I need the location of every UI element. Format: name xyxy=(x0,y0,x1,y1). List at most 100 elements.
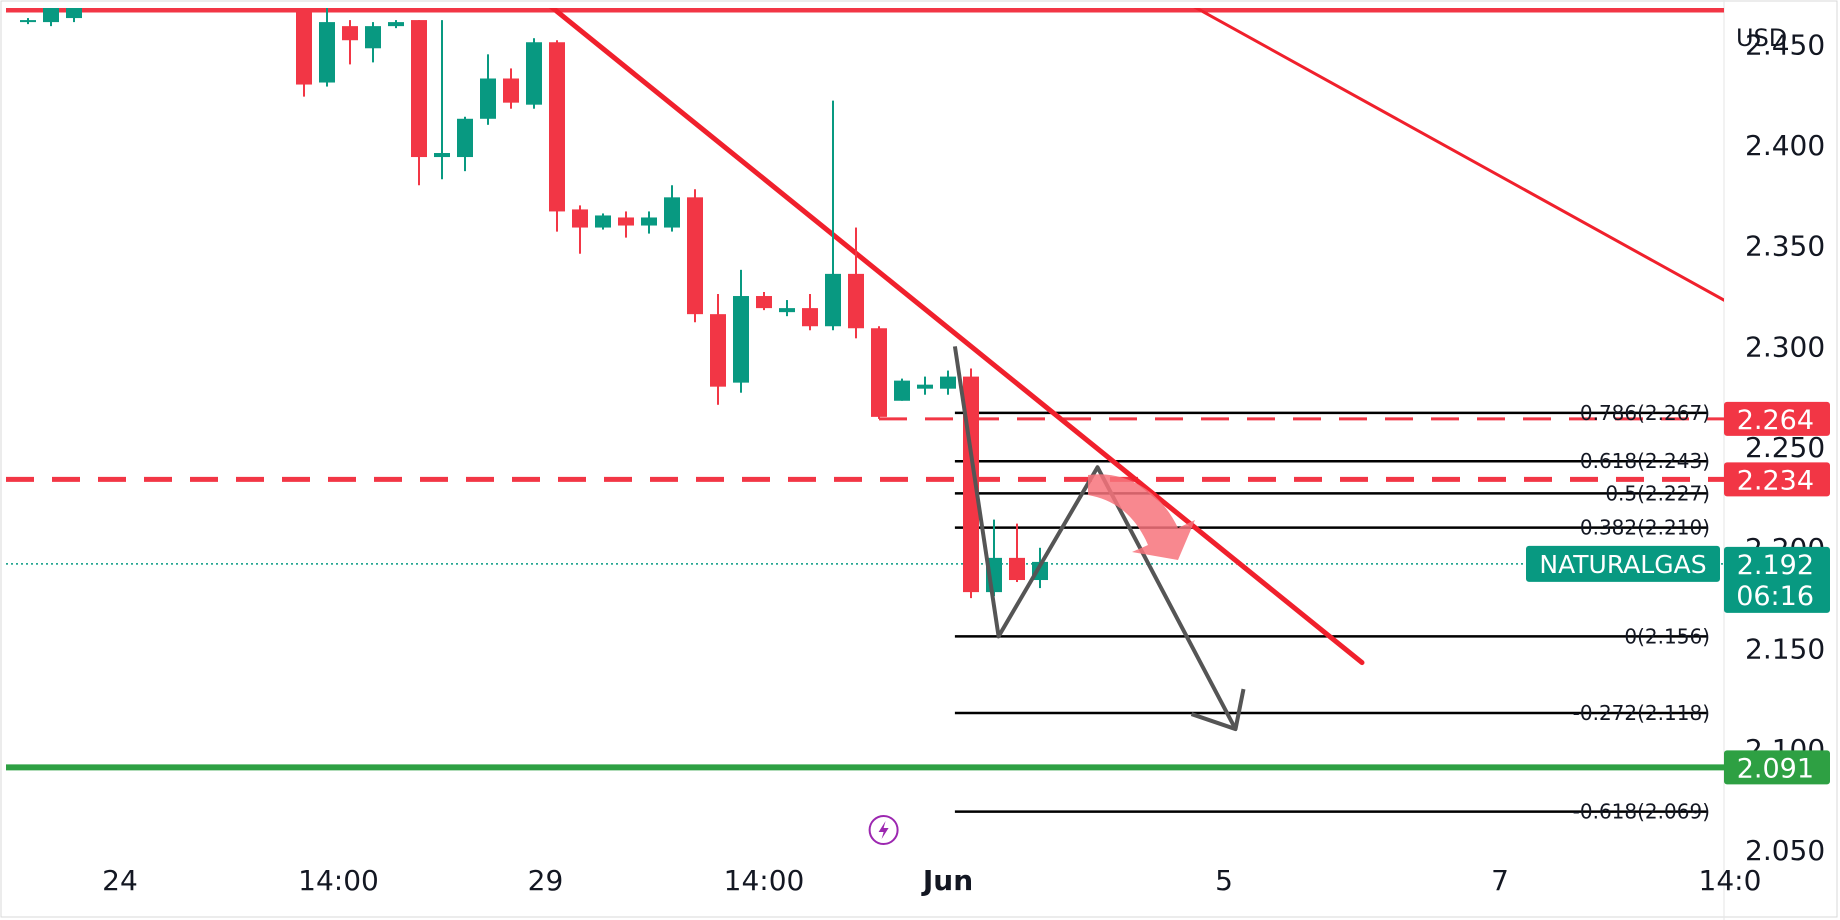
candle-body xyxy=(365,26,381,49)
lightning-icon[interactable] xyxy=(868,815,899,845)
candle[interactable] xyxy=(1009,523,1025,583)
candle-body xyxy=(595,215,611,228)
candle[interactable] xyxy=(664,185,680,232)
candle[interactable] xyxy=(595,213,611,230)
price-tag-3: 2.091 xyxy=(1737,753,1814,784)
candle[interactable] xyxy=(733,269,749,393)
candle[interactable] xyxy=(434,20,450,180)
candle[interactable] xyxy=(618,211,634,238)
price-tick-label: 2.150 xyxy=(1745,633,1825,666)
candle-body xyxy=(342,26,358,41)
curved-arrow-icon xyxy=(1088,474,1195,560)
candle[interactable] xyxy=(710,294,726,405)
candle-body xyxy=(572,209,588,228)
symbol-tag-bg xyxy=(1526,545,1720,582)
trendline-0[interactable] xyxy=(488,0,1365,666)
candle[interactable] xyxy=(572,205,588,254)
time-tick-label: 14:00 xyxy=(724,864,805,897)
candle-body xyxy=(549,42,565,212)
price-tick-label: 2.350 xyxy=(1745,230,1825,263)
time-tick-label: 24 xyxy=(102,864,138,897)
price-tick-label: 2.400 xyxy=(1745,129,1825,162)
symbol-tag[interactable]: NATURALGAS xyxy=(1539,550,1706,579)
candle[interactable] xyxy=(549,40,565,232)
candle[interactable] xyxy=(779,300,795,317)
candle-body xyxy=(641,217,657,226)
currency-label: USD xyxy=(1736,24,1787,52)
candle[interactable] xyxy=(848,227,864,339)
candle-body xyxy=(43,8,59,23)
price-tick-label: 2.300 xyxy=(1745,330,1825,363)
last-price-tag-bg xyxy=(1724,546,1830,613)
candle[interactable] xyxy=(411,20,427,186)
candle-body xyxy=(480,78,496,119)
candle-body xyxy=(388,22,404,27)
candle[interactable] xyxy=(43,4,59,27)
candle[interactable] xyxy=(641,211,657,234)
projection-arrowhead xyxy=(1190,688,1246,732)
trendline-1[interactable] xyxy=(1109,0,1753,316)
candle-body xyxy=(319,22,335,83)
candle[interactable] xyxy=(457,116,473,172)
candle-body xyxy=(503,78,519,103)
price-tick-label: 2.250 xyxy=(1745,431,1825,464)
candle-body xyxy=(871,328,887,417)
candle[interactable] xyxy=(756,292,772,311)
price-tag-1-bg xyxy=(1724,401,1830,436)
candle-body xyxy=(687,197,703,315)
fib-level-label: 0.5(2.227) xyxy=(1605,481,1710,505)
candle[interactable] xyxy=(388,20,404,29)
candle[interactable] xyxy=(871,326,887,419)
candle[interactable] xyxy=(66,0,82,23)
candle-body xyxy=(756,296,772,309)
candle[interactable] xyxy=(894,378,910,401)
projection-path[interactable] xyxy=(952,346,1238,731)
candle[interactable] xyxy=(503,68,519,109)
candle[interactable] xyxy=(319,0,335,87)
fib-level-label: 0.618(2.243) xyxy=(1580,449,1710,473)
price-tag-3-bg xyxy=(1724,750,1830,785)
candle[interactable] xyxy=(687,189,703,323)
candle-body xyxy=(457,118,473,158)
candle-body xyxy=(664,197,680,228)
price-tag-2: 2.234 xyxy=(1737,465,1814,496)
fib-level-label: 0(2.156) xyxy=(1624,624,1710,648)
time-tick-label: 5 xyxy=(1215,864,1233,897)
fib-level-label: 0.382(2.210) xyxy=(1580,516,1710,540)
time-tick-label: 14:00 xyxy=(298,864,379,897)
fib-level-label: -0.618(2.069) xyxy=(1573,800,1710,824)
fib-level-label: -0.272(2.118) xyxy=(1573,701,1710,725)
price-tag-2-bg xyxy=(1724,462,1830,497)
candle-body xyxy=(618,217,634,226)
price-tag-1: 2.264 xyxy=(1737,405,1814,436)
candle-body xyxy=(434,153,450,158)
candle[interactable] xyxy=(342,20,358,65)
candle[interactable] xyxy=(940,370,956,395)
last-price-tag: 2.192 xyxy=(1737,550,1814,581)
candle-body xyxy=(917,384,933,389)
candle[interactable] xyxy=(480,54,496,125)
candle-body xyxy=(825,273,841,327)
candle[interactable] xyxy=(526,38,542,109)
candle-body xyxy=(894,380,910,401)
lightning-icon-bolt xyxy=(878,821,889,839)
candle[interactable] xyxy=(825,100,841,331)
candle[interactable] xyxy=(802,294,818,331)
price-tick-label: 2.450 xyxy=(1745,28,1825,61)
candle[interactable] xyxy=(917,376,933,395)
candle-body xyxy=(710,314,726,387)
candle[interactable] xyxy=(365,22,381,63)
candle-body xyxy=(733,296,749,383)
time-tick-label: Jun xyxy=(921,864,973,897)
fib-level-label: 0.786(2.267) xyxy=(1580,401,1710,425)
candle[interactable] xyxy=(20,18,36,25)
candle-body xyxy=(526,42,542,105)
candle-body xyxy=(66,8,82,19)
curved-arrow-body xyxy=(1088,474,1195,560)
candle-body xyxy=(296,8,312,85)
candle[interactable] xyxy=(296,0,312,97)
candle-body xyxy=(848,273,864,329)
